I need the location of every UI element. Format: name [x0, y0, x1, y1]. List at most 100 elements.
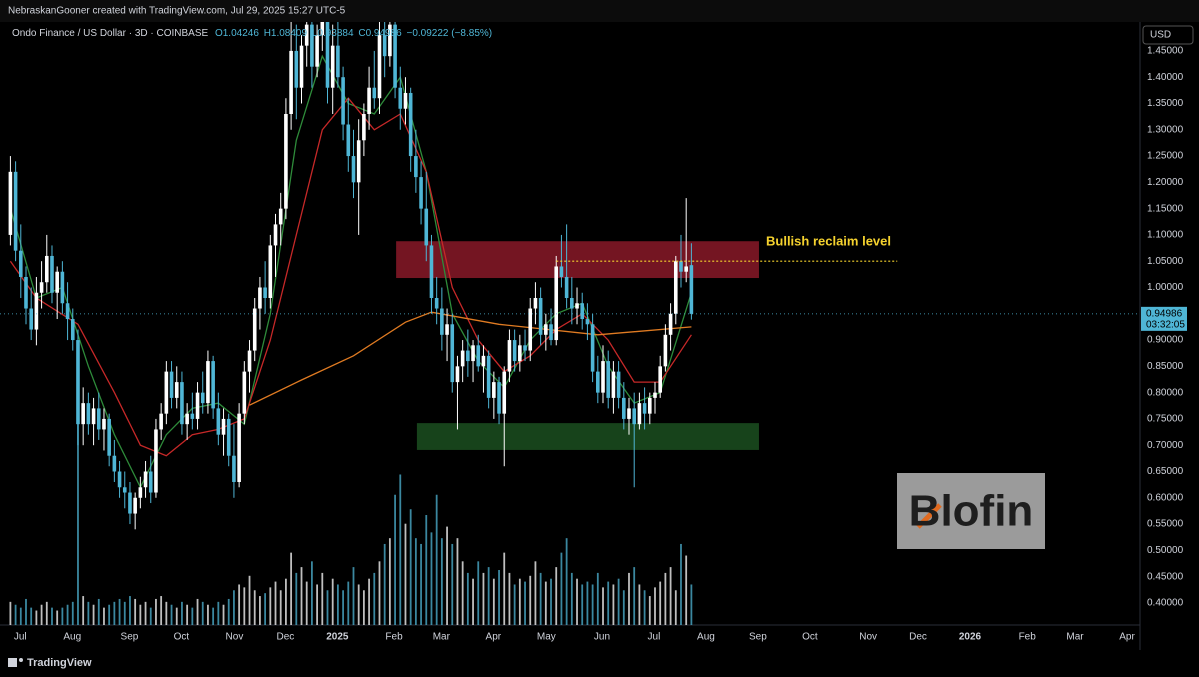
- y-tick-label: 0.65000: [1147, 466, 1184, 477]
- volume-bar: [368, 578, 370, 625]
- volume-bar: [654, 587, 656, 625]
- x-tick-label: Apr: [486, 632, 502, 643]
- candle-body: [211, 361, 215, 409]
- candle-body: [570, 298, 574, 309]
- candle-body: [611, 371, 616, 398]
- candle-body: [60, 271, 65, 304]
- volume-bar: [373, 572, 376, 625]
- candle-body: [185, 413, 189, 425]
- volume-bar: [300, 567, 303, 625]
- candle-body: [330, 45, 335, 88]
- volume-bar: [550, 578, 552, 625]
- volume-bar: [103, 607, 105, 625]
- volume-bar: [290, 552, 293, 625]
- candle-body: [398, 87, 403, 109]
- candle-body: [663, 334, 668, 367]
- candle-body: [419, 177, 423, 209]
- candle-body: [580, 303, 585, 320]
- candle-body: [29, 308, 33, 330]
- y-tick-label: 0.50000: [1147, 545, 1184, 556]
- candle-body: [445, 324, 449, 335]
- volume-bar: [285, 578, 287, 625]
- volume-bar: [108, 604, 111, 625]
- candle-body: [102, 418, 106, 430]
- candle-body: [351, 156, 356, 183]
- volume-bar: [165, 601, 168, 625]
- watermark-text: Blofin: [909, 487, 1034, 536]
- y-tick-label: 0.85000: [1147, 361, 1184, 372]
- header: Ondo Finance / US Dollar · 3D · COINBASE…: [12, 28, 492, 39]
- volume-bar: [383, 543, 386, 625]
- x-tick-label: Dec: [909, 632, 927, 643]
- candle-body: [325, 22, 330, 88]
- candle-body: [684, 266, 688, 272]
- y-tick-label: 0.60000: [1147, 492, 1184, 503]
- candle-body: [91, 408, 96, 425]
- candle-body: [304, 24, 309, 46]
- candle-body: [403, 92, 408, 109]
- candle-body: [362, 114, 366, 141]
- candle-body: [507, 340, 512, 372]
- candle-body: [65, 303, 70, 320]
- candle-body: [590, 324, 595, 372]
- candle-body: [237, 413, 241, 483]
- annotation: Bullish reclaim level: [766, 234, 891, 249]
- volume-bar: [40, 604, 43, 625]
- candle-body: [34, 292, 39, 330]
- candle-body: [8, 171, 13, 235]
- candle-body: [81, 403, 85, 425]
- high: H1.08409: [264, 28, 308, 39]
- volume-bar: [456, 538, 459, 625]
- volume-bar: [155, 598, 157, 625]
- volume-bar: [524, 581, 526, 625]
- volume-bar: [446, 526, 448, 625]
- candle-body: [341, 77, 345, 125]
- candle-body: [169, 371, 174, 398]
- volume-bar: [264, 593, 267, 625]
- x-tick-label: Jul: [648, 632, 661, 643]
- y-tick-label: 1.00000: [1147, 282, 1184, 293]
- candle-body: [575, 303, 579, 309]
- volume-bar: [518, 578, 521, 625]
- volume-bar: [414, 538, 417, 625]
- volume-bar: [477, 561, 480, 625]
- footer: TradingView: [27, 657, 92, 669]
- candle-body: [122, 487, 127, 493]
- credit: NebraskanGooner created with TradingView…: [8, 6, 346, 17]
- volume-bar: [633, 567, 636, 625]
- volume-bar: [440, 538, 443, 625]
- top-bar: [0, 0, 1199, 22]
- candle-body: [455, 366, 460, 383]
- candle-body: [112, 455, 117, 472]
- volume-bar: [674, 590, 677, 625]
- candle-body: [96, 408, 101, 430]
- volume-bar: [207, 604, 209, 625]
- volume-bar: [430, 532, 433, 625]
- y-tick-label: 1.35000: [1147, 98, 1184, 109]
- currency: USD: [1150, 30, 1171, 41]
- volume-bar: [279, 590, 282, 625]
- volume-bar: [399, 474, 402, 625]
- candle-body: [616, 371, 621, 398]
- candle-body: [606, 361, 611, 398]
- x-tick-label: Feb: [1019, 632, 1037, 643]
- volume-bar: [118, 598, 121, 625]
- volume-bar: [45, 601, 48, 625]
- volume-bar: [311, 561, 313, 625]
- candle-body: [393, 24, 397, 88]
- volume-bar: [35, 610, 38, 625]
- candle-body: [320, 22, 325, 36]
- volume-bar: [61, 607, 64, 625]
- volume-bar: [607, 581, 610, 625]
- volume-bar: [357, 584, 360, 625]
- volume-bar: [139, 604, 142, 625]
- x-tick-label: Sep: [121, 632, 139, 643]
- candle-body: [200, 392, 205, 404]
- candle-body: [486, 355, 491, 398]
- volume-bar: [56, 610, 59, 625]
- candle-body: [154, 429, 158, 493]
- candle-body: [107, 418, 111, 456]
- candle-body: [647, 397, 652, 414]
- volume-bar: [77, 350, 79, 625]
- candle-body: [476, 345, 481, 367]
